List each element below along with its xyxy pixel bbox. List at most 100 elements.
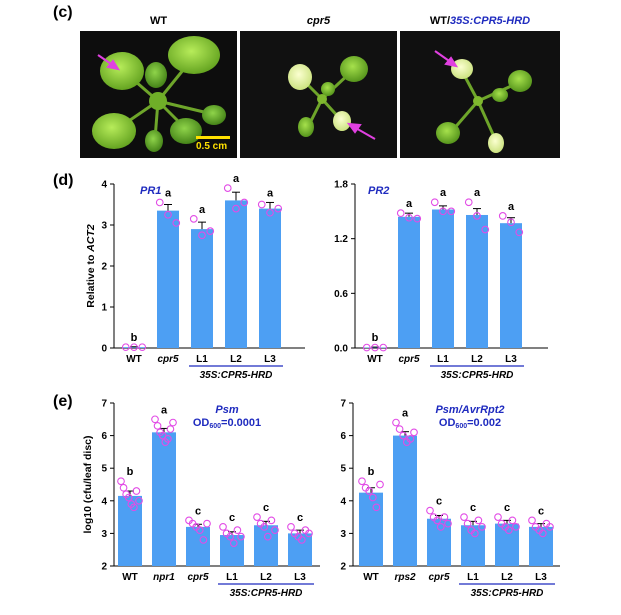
bar-L3 xyxy=(288,533,312,566)
data-point xyxy=(406,435,415,443)
data-point xyxy=(405,213,413,222)
chart-0: 0 1 2 3 4 Relative to ACT2 PR1 b WT a cpr5 a L1 a L2 a L… xyxy=(85,173,305,381)
significance-letter: c xyxy=(263,502,269,514)
bar-WT xyxy=(118,495,142,566)
x-tick-label: WT xyxy=(122,572,138,583)
bar-L1 xyxy=(461,525,485,566)
significance-letter: a xyxy=(474,187,481,199)
data-point xyxy=(226,532,235,541)
significance-letter: b xyxy=(372,332,379,344)
photo-label-construct: 35S:CPR5-HRD xyxy=(450,15,531,27)
significance-letter: a xyxy=(233,173,240,185)
group-label: 35S:CPR5-HRD xyxy=(230,588,303,599)
x-tick-label: WT xyxy=(126,354,142,365)
y-tick-label: 1.8 xyxy=(334,180,348,191)
y-tick-label: 1.2 xyxy=(334,234,348,245)
data-point xyxy=(169,418,177,427)
data-point xyxy=(494,513,502,521)
x-tick-label: L3 xyxy=(505,354,517,365)
significance-letter: a xyxy=(161,404,168,416)
significance-letter: c xyxy=(297,512,303,524)
data-point xyxy=(358,477,366,486)
y-tick-label: 4 xyxy=(340,496,346,507)
data-point xyxy=(392,418,400,427)
y-axis-label: log10 (cfu/leaf disc) xyxy=(82,435,94,533)
data-point xyxy=(512,523,520,531)
data-point xyxy=(439,207,447,216)
data-point xyxy=(498,212,507,220)
data-point xyxy=(164,435,172,443)
data-point xyxy=(121,343,130,352)
data-point xyxy=(135,496,143,505)
significance-letter: a xyxy=(402,408,409,420)
bar-cpr5 xyxy=(398,216,420,348)
data-point xyxy=(260,523,269,531)
significance-letter: b xyxy=(131,332,138,344)
y-tick-label: 5 xyxy=(101,464,107,475)
data-point xyxy=(203,519,211,528)
data-point xyxy=(263,532,272,541)
data-point xyxy=(413,214,422,223)
chart-title: Psm xyxy=(215,404,238,416)
data-point xyxy=(164,210,172,219)
data-point xyxy=(504,526,513,534)
data-point xyxy=(365,487,374,495)
y-tick-label: 4 xyxy=(101,180,107,191)
significance-letter: a xyxy=(199,204,206,216)
y-tick-label: 6 xyxy=(101,431,107,442)
bar-rps2 xyxy=(393,435,417,566)
data-point xyxy=(130,343,138,352)
data-point xyxy=(153,421,162,430)
bar-cpr5 xyxy=(427,518,451,566)
y-tick-label: 0 xyxy=(101,344,107,355)
data-point xyxy=(376,480,384,489)
data-point xyxy=(395,425,404,433)
x-tick-label: L2 xyxy=(471,354,483,365)
x-tick-label: L1 xyxy=(196,354,208,365)
significance-letter: c xyxy=(229,512,235,524)
data-point xyxy=(233,526,242,534)
y-tick-label: 0.6 xyxy=(334,289,348,300)
photo-label-prefix: WT/ xyxy=(429,15,451,27)
data-point xyxy=(410,428,418,437)
y-tick-label: 6 xyxy=(340,431,346,442)
data-point xyxy=(473,212,481,220)
photo-label-cpr5: cpr5 xyxy=(306,15,331,27)
data-point xyxy=(371,343,379,352)
significance-letter: c xyxy=(538,505,544,517)
data-point xyxy=(206,227,215,235)
significance-letter: c xyxy=(436,496,442,508)
data-point xyxy=(124,493,133,502)
bar-L2 xyxy=(466,214,488,348)
y-tick-label: 7 xyxy=(340,399,346,410)
bar-cpr5 xyxy=(157,210,179,348)
data-point xyxy=(396,209,405,218)
data-point xyxy=(515,228,524,237)
chart-2: 2 3 4 5 6 7 log10 (cfu/leaf disc) PsmOD600=0.00… xyxy=(82,399,320,599)
data-point xyxy=(447,207,456,216)
x-tick-label: cpr5 xyxy=(398,354,420,365)
data-point xyxy=(271,526,279,534)
group-label: 35S:CPR5-HRD xyxy=(200,370,273,381)
bar-L2 xyxy=(254,525,278,566)
data-point xyxy=(528,516,536,525)
data-point xyxy=(198,231,206,240)
x-tick-label: L3 xyxy=(294,572,306,583)
data-point xyxy=(507,218,515,227)
data-point xyxy=(463,519,472,528)
y-tick-label: 3 xyxy=(340,529,346,540)
data-point xyxy=(362,343,371,352)
data-point xyxy=(189,215,198,223)
x-tick-label: L3 xyxy=(535,572,547,583)
y-tick-label: 4 xyxy=(101,496,107,507)
data-point xyxy=(237,532,245,541)
data-point xyxy=(464,198,473,207)
data-point xyxy=(130,503,138,512)
significance-letter: c xyxy=(195,505,201,517)
data-point xyxy=(440,513,449,521)
data-point xyxy=(219,523,227,531)
bar-L1 xyxy=(432,209,454,348)
chart-subtitle: OD600=0.002 xyxy=(439,417,501,430)
data-point xyxy=(297,536,306,544)
